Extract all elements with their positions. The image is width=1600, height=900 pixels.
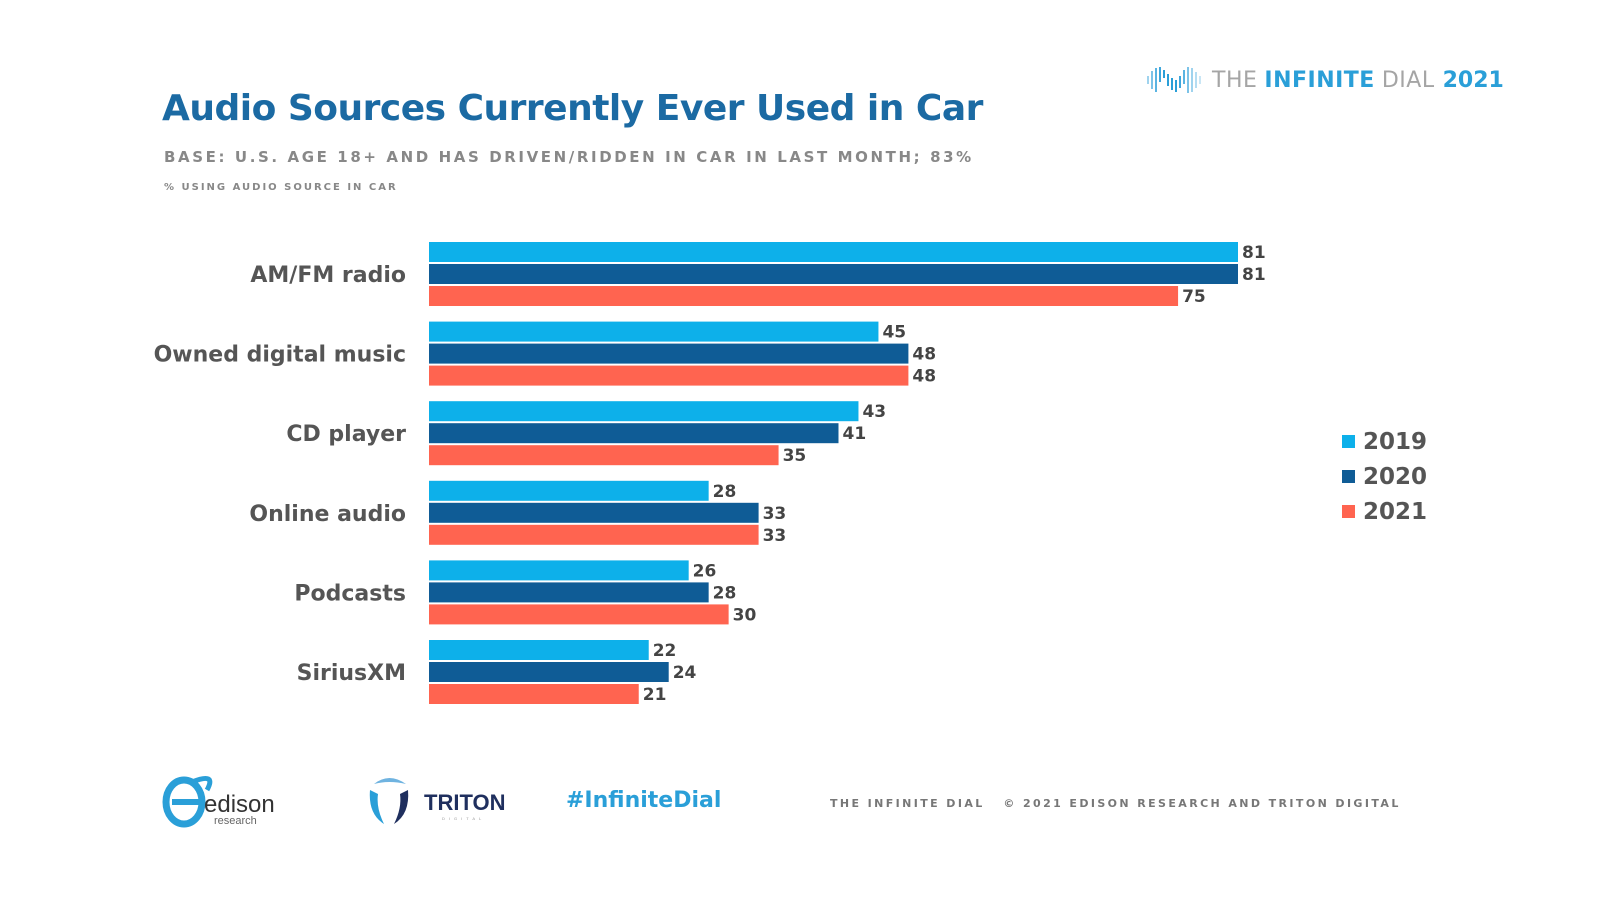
chart-title: Audio Sources Currently Ever Used in Car: [162, 88, 983, 129]
triton-wordmark: TRITON: [424, 790, 505, 815]
legend-label: 2021: [1363, 498, 1428, 525]
bar-2021: [429, 286, 1179, 306]
category-label: SiriusXM: [297, 661, 406, 686]
infinite-dial-brand: THE INFINITE DIAL 2021: [1144, 62, 1504, 98]
legend-label: 2020: [1363, 463, 1428, 490]
infinity-waveform-icon: [1147, 67, 1201, 93]
bar-2019: [429, 242, 1238, 262]
bar-2019: [429, 560, 689, 581]
bar-value-label: 24: [673, 663, 697, 683]
chart-legend: 2019 2020 2021: [1342, 424, 1427, 529]
bar-2021: [429, 445, 779, 466]
bar-2020: [429, 264, 1238, 284]
legend-swatch-2020: [1342, 470, 1355, 483]
brand-the: THE: [1212, 67, 1258, 93]
category-label: CD player: [286, 422, 406, 447]
bar-value-label: 81: [1242, 265, 1266, 285]
bar-value-label: 41: [842, 424, 866, 444]
triton-logo-top: [374, 778, 406, 784]
bar-2020: [429, 423, 839, 444]
bar-2021: [429, 365, 909, 386]
edison-logo-swoosh: [191, 775, 213, 792]
bar-2019: [429, 321, 879, 342]
copyright-notice: THE INFINITE DIAL © 2021 EDISON RESEARCH…: [830, 797, 1401, 810]
brand-year: 2021: [1442, 67, 1504, 93]
bar-2020: [429, 343, 909, 364]
edison-research-logo: edison research: [162, 775, 275, 828]
bar-value-label: 33: [763, 504, 787, 524]
bar-value-label: 21: [643, 685, 667, 705]
triton-logo-left: [369, 790, 384, 824]
chart-subtitle: % USING AUDIO SOURCE IN CAR: [164, 182, 398, 193]
triton-digital-logo: TRITON DIGITAL: [369, 778, 505, 824]
bar-value-label: 28: [713, 583, 737, 603]
edison-wordmark: edison: [204, 791, 275, 818]
bar-value-label: 26: [693, 561, 717, 581]
bar-2020: [429, 502, 759, 523]
bar-value-label: 81: [1242, 243, 1266, 263]
bar-value-label: 33: [763, 526, 787, 546]
bar-value-label: 35: [783, 446, 807, 466]
category-label: Owned digital music: [154, 343, 406, 368]
edison-subword: research: [214, 815, 257, 827]
bar-2019: [429, 401, 859, 422]
bar-2020: [429, 582, 709, 603]
bar-value-label: 48: [912, 367, 936, 387]
legend-item-2019: 2019: [1342, 424, 1427, 459]
legend-label: 2019: [1363, 428, 1428, 455]
bar-2020: [429, 662, 669, 682]
base-note: BASE: U.S. AGE 18+ AND HAS DRIVEN/RIDDEN…: [164, 148, 974, 166]
brand-dial: DIAL: [1381, 67, 1435, 93]
bar-value-label: 43: [862, 402, 886, 422]
category-label: AM/FM radio: [250, 263, 406, 288]
bar-value-label: 28: [713, 482, 737, 502]
brand-infinite: INFINITE: [1264, 67, 1375, 93]
bar-value-label: 48: [912, 345, 936, 365]
bar-2021: [429, 524, 759, 545]
bar-value-label: 45: [882, 323, 906, 343]
triton-logo-right: [394, 790, 409, 824]
bar-2021: [429, 604, 729, 625]
bar-value-label: 22: [653, 641, 677, 661]
legend-item-2020: 2020: [1342, 459, 1427, 494]
category-label: Online audio: [249, 502, 406, 527]
hashtag[interactable]: #InfiniteDial: [566, 788, 722, 813]
category-label: Podcasts: [294, 581, 406, 606]
legend-swatch-2021: [1342, 505, 1355, 518]
bar-value-label: 30: [733, 605, 757, 625]
bar-2019: [429, 480, 709, 501]
bar-2021: [429, 684, 639, 704]
triton-subword: DIGITAL: [442, 816, 485, 821]
bar-value-label: 75: [1182, 287, 1206, 307]
bar-2019: [429, 640, 649, 660]
legend-item-2021: 2021: [1342, 494, 1427, 529]
legend-swatch-2019: [1342, 435, 1355, 448]
